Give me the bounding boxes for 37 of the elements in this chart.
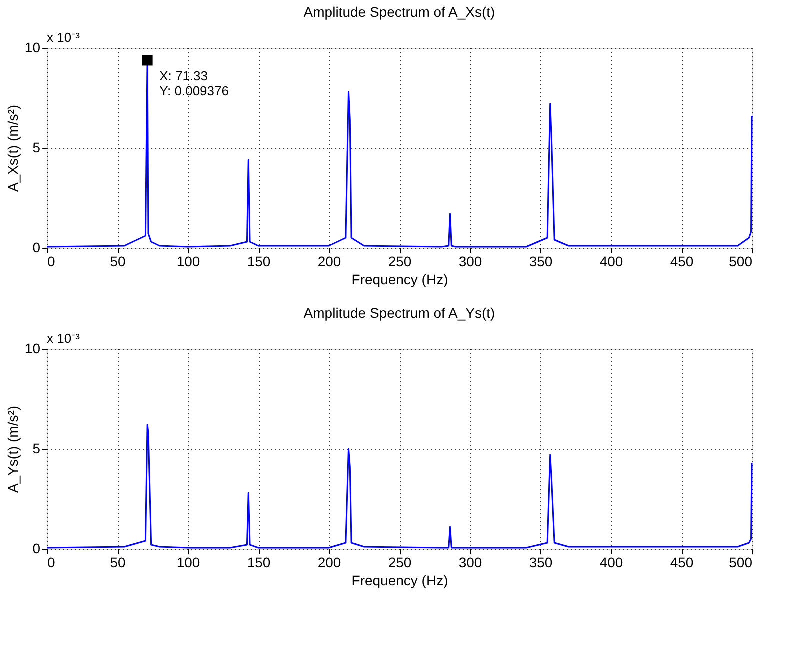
x-tick-label: 300 <box>458 554 482 570</box>
x-tick-label: 150 <box>247 254 271 270</box>
x-tick-label: 250 <box>388 554 412 570</box>
annotation: X: 71.33 Y: 0.009376 <box>160 68 229 98</box>
y-tick-label: 10 <box>24 340 41 356</box>
x-tick-label: 500 <box>729 254 753 270</box>
x-tick-label: 350 <box>529 554 553 570</box>
x-tick-label: 50 <box>110 554 126 570</box>
x-tick-label: 450 <box>670 554 694 570</box>
x-tick-label: 450 <box>670 254 694 270</box>
x-tick-label: 400 <box>600 254 624 270</box>
x-tick-label: 300 <box>458 254 482 270</box>
text: x 10⁻³ <box>47 331 81 346</box>
x-tick-label: 100 <box>176 254 200 270</box>
x-tick-label: 50 <box>110 254 126 270</box>
x-tick-label: 500 <box>729 554 753 570</box>
x-axis-title: Frequency (Hz) <box>352 272 448 288</box>
y-tick-label: 5 <box>32 440 41 456</box>
x-tick-label: 250 <box>388 254 412 270</box>
y-tick-label: 10 <box>24 40 41 56</box>
chart-title: Amplitude Spectrum of A_Ys(t) <box>304 305 496 321</box>
x-tick-label: 200 <box>318 254 342 270</box>
y-tick-label: 0 <box>32 240 41 256</box>
x-tick-label: 200 <box>318 554 342 570</box>
text: x 10⁻³ <box>47 30 81 45</box>
y-axis-title: A_Xs(t) (m/s²) <box>4 104 21 192</box>
x-axis-title: Frequency (Hz) <box>352 572 448 588</box>
y-tick-label: 0 <box>32 540 41 556</box>
x-tick-label: 350 <box>529 254 553 270</box>
y-tick-label: 5 <box>32 140 41 156</box>
x-tick-label: 0 <box>48 254 56 270</box>
x-tick-label: 150 <box>247 554 271 570</box>
y-axis-title: A_Ys(t) (m/s²) <box>4 406 21 494</box>
x-tick-label: 100 <box>176 554 200 570</box>
x-tick-label: 0 <box>48 554 56 570</box>
chart-title: Amplitude Spectrum of A_Xs(t) <box>304 4 496 20</box>
x-tick-label: 400 <box>600 554 624 570</box>
